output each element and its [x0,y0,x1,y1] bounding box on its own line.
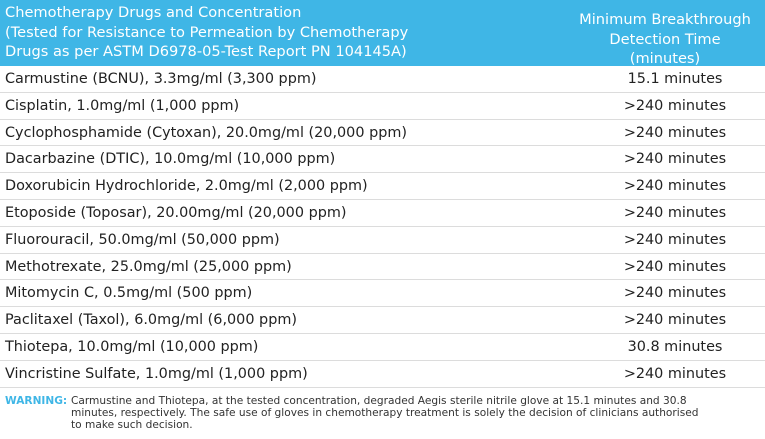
warning-text: Carmustine and Thiotepa, at the tested c… [71,395,699,431]
breakthrough-time-cell: >240 minutes [623,365,727,382]
drug-cell: Thiotepa, 10.0mg/ml (10,000 ppm) [5,338,259,355]
table-row: Cyclophosphamide (Cytoxan), 20.0mg/ml (2… [0,120,765,147]
drug-cell: Vincristine Sulfate, 1.0mg/ml (1,000 ppm… [5,365,308,382]
table-row: Vincristine Sulfate, 1.0mg/ml (1,000 ppm… [0,361,765,388]
table-row: Thiotepa, 10.0mg/ml (10,000 ppm) 30.8 min… [0,334,765,361]
breakthrough-time-cell: >240 minutes [623,97,727,114]
table-row: Mitomycin C, 0.5mg/ml (500 ppm) >240 minu… [0,280,765,308]
table-row: Doxorubicin Hydrochloride, 2.0mg/ml (2,0… [0,173,765,200]
table-row: Cisplatin, 1.0mg/ml (1,000 ppm) >240 minu… [0,93,765,120]
breakthrough-time-cell: >240 minutes [623,178,727,195]
table-row: Methotrexate, 25.0mg/ml (25,000 ppm) >240… [0,254,765,281]
breakthrough-time-cell: 15.1 minutes [627,71,723,87]
breakthrough-time-cell: >240 minutes [623,204,727,221]
header-drug-column: Chemotherapy Drugs and Concentration (Te… [5,4,409,60]
warning-label: WARNING: [5,395,68,407]
table-row: Fluorouracil, 50.0mg/ml (50,000 ppm) >240… [0,227,765,254]
breakthrough-time-cell: >240 minutes [623,312,727,329]
drug-cell: Carmustine (BCNU), 3.3mg/ml (3,300 ppm) [5,71,317,87]
breakthrough-time-cell: >240 minutes [623,124,727,141]
breakthrough-time-cell: >240 minutes [623,231,727,248]
table-body: Carmustine (BCNU), 3.3mg/ml (3,300 ppm) 1… [0,66,765,388]
drug-cell: Mitomycin C, 0.5mg/ml (500 ppm) [5,285,253,302]
drug-cell: Etoposide (Toposar), 20.00mg/ml (20,000 … [5,204,347,221]
table-header: Chemotherapy Drugs and Concentration (Te… [0,0,765,67]
breakthrough-time-cell: >240 minutes [623,258,727,275]
drug-cell: Doxorubicin Hydrochloride, 2.0mg/ml (2,0… [5,178,368,195]
drug-cell: Dacarbazine (DTIC), 10.0mg/ml (10,000 pp… [5,151,336,168]
drug-cell: Cyclophosphamide (Cytoxan), 20.0mg/ml (2… [5,124,407,141]
breakthrough-time-cell: 30.8 minutes [627,338,723,355]
breakthrough-time-cell: >240 minutes [623,151,727,168]
drug-cell: Paclitaxel (Taxol), 6.0mg/ml (6,000 ppm) [5,312,297,329]
table-row: Etoposide (Toposar), 20.00mg/ml (20,000 … [0,200,765,227]
table-row: Carmustine (BCNU), 3.3mg/ml (3,300 ppm) 1… [0,66,765,93]
table-row: Dacarbazine (DTIC), 10.0mg/ml (10,000 pp… [0,146,765,174]
header-time-column: Minimum Breakthrough Detection Time (min… [579,11,751,67]
drug-cell: Methotrexate, 25.0mg/ml (25,000 ppm) [5,258,292,275]
breakthrough-time-cell: >240 minutes [623,285,727,302]
drug-cell: Fluorouracil, 50.0mg/ml (50,000 ppm) [5,231,280,248]
table-row: Paclitaxel (Taxol), 6.0mg/ml (6,000 ppm)… [0,307,765,334]
drug-cell: Cisplatin, 1.0mg/ml (1,000 ppm) [5,97,240,114]
